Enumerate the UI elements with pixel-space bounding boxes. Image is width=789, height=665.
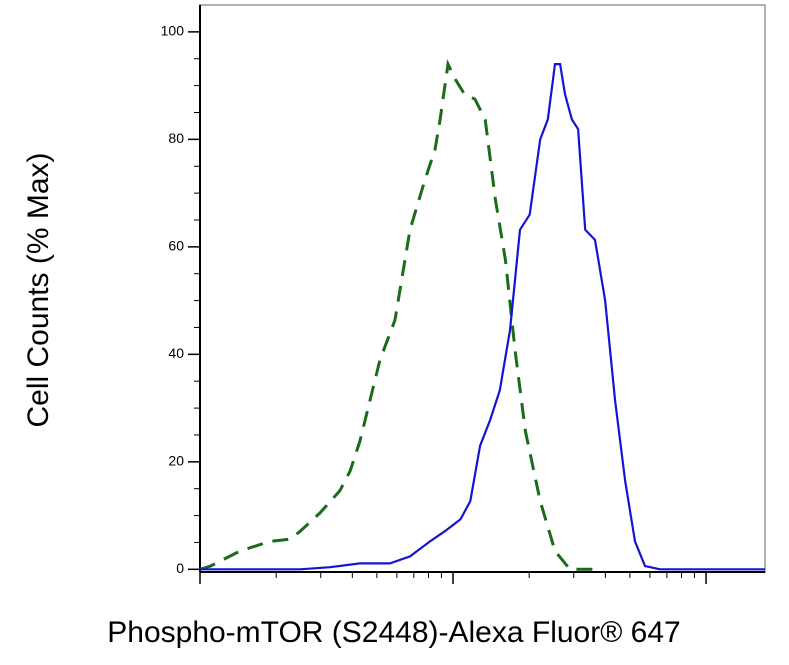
y-tick-label: 80 [168,130,184,146]
y-axis-title: Cell Counts (% Max) [22,152,55,427]
series-line [199,58,600,571]
x-axis-title: Phospho-mTOR (S2448)-Alexa Fluor® 647 [107,616,680,649]
y-tick-label: 60 [168,238,184,254]
plot-frame [199,4,766,573]
y-tick-label: 40 [168,345,184,361]
series-line [200,62,765,571]
y-tick-label: 0 [176,560,184,576]
y-tick-label: 100 [161,23,185,39]
y-tick-label: 20 [168,453,184,469]
